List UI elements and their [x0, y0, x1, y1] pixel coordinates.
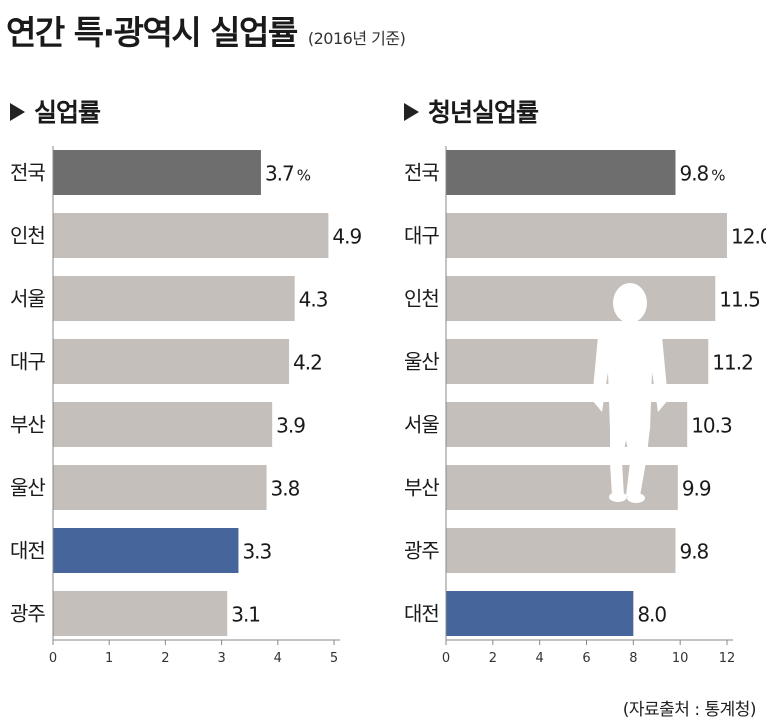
x-tick-label: 12	[719, 651, 736, 666]
panel-marker-icon	[10, 103, 25, 121]
category-label: 전국	[404, 161, 439, 185]
value-label: 3.3	[242, 540, 271, 564]
value-label: 4.2	[293, 351, 322, 375]
x-tick-label: 2	[489, 651, 497, 666]
category-label: 대구	[404, 224, 439, 248]
category-label: 전국	[10, 161, 45, 185]
unit-label: %	[297, 167, 311, 185]
value-label: 4.9	[332, 225, 361, 249]
x-tick-label: 4	[536, 651, 544, 666]
bar	[53, 465, 267, 510]
bar	[446, 276, 716, 321]
value-label: 11.5	[719, 288, 760, 312]
x-tick-label: 6	[582, 651, 590, 666]
bar	[53, 213, 329, 258]
value-label: 4.3	[299, 288, 328, 312]
bar	[53, 591, 228, 636]
bar	[446, 150, 676, 195]
category-label: 부산	[10, 413, 45, 437]
category-label: 울산	[404, 350, 439, 374]
value-label: 8.0	[637, 603, 666, 627]
value-label: 3.7	[265, 162, 294, 186]
category-label: 부산	[404, 476, 439, 500]
x-tick-label: 0	[442, 651, 450, 666]
bar	[446, 213, 727, 258]
x-tick-label: 10	[672, 651, 689, 666]
value-label: 3.8	[271, 477, 300, 501]
chart-subtitle: (2016년 기준)	[307, 29, 406, 48]
x-tick-label: 2	[161, 651, 169, 666]
bar	[446, 591, 634, 636]
category-label: 서울	[404, 413, 439, 437]
x-tick-label: 3	[217, 651, 225, 666]
category-label: 광주	[404, 539, 439, 563]
bar	[446, 528, 676, 573]
value-label: 11.2	[712, 351, 753, 375]
unit-label: %	[711, 167, 725, 185]
x-tick-label: 4	[274, 651, 282, 666]
bar	[53, 528, 239, 573]
category-label: 대전	[10, 539, 45, 563]
value-label: 12.0	[731, 225, 766, 249]
category-label: 인천	[404, 287, 439, 311]
source-note: (자료출처 : 통계청)	[622, 700, 757, 720]
category-label: 대구	[10, 350, 45, 374]
category-label: 광주	[10, 602, 45, 626]
value-label: 3.9	[276, 414, 305, 438]
x-tick-label: 5	[330, 651, 338, 666]
value-label: 9.9	[682, 477, 711, 501]
person-silhouette-icon	[592, 283, 668, 503]
title-row: 연간 특·광역시 실업률 (2016년 기준)	[6, 6, 406, 54]
x-tick-label: 8	[629, 651, 637, 666]
category-label: 인천	[10, 224, 45, 248]
value-label: 9.8	[679, 162, 708, 186]
panel-marker-icon	[404, 103, 419, 121]
chart-title: 연간 특·광역시 실업률	[6, 13, 298, 52]
bar	[53, 150, 261, 195]
category-label: 대전	[404, 602, 439, 626]
value-label: 10.3	[691, 414, 732, 438]
value-label: 9.8	[679, 540, 708, 564]
bar	[53, 402, 273, 447]
bar	[446, 339, 709, 384]
bar	[53, 276, 295, 321]
bar	[446, 402, 688, 447]
value-label: 3.1	[231, 603, 260, 627]
category-label: 울산	[10, 476, 45, 500]
category-label: 서울	[10, 287, 45, 311]
x-tick-label: 0	[49, 651, 57, 666]
bar	[53, 339, 290, 384]
panel-title: 청년실업률	[428, 98, 539, 127]
x-tick-label: 1	[105, 651, 113, 666]
panel-title: 실업률	[34, 98, 101, 127]
